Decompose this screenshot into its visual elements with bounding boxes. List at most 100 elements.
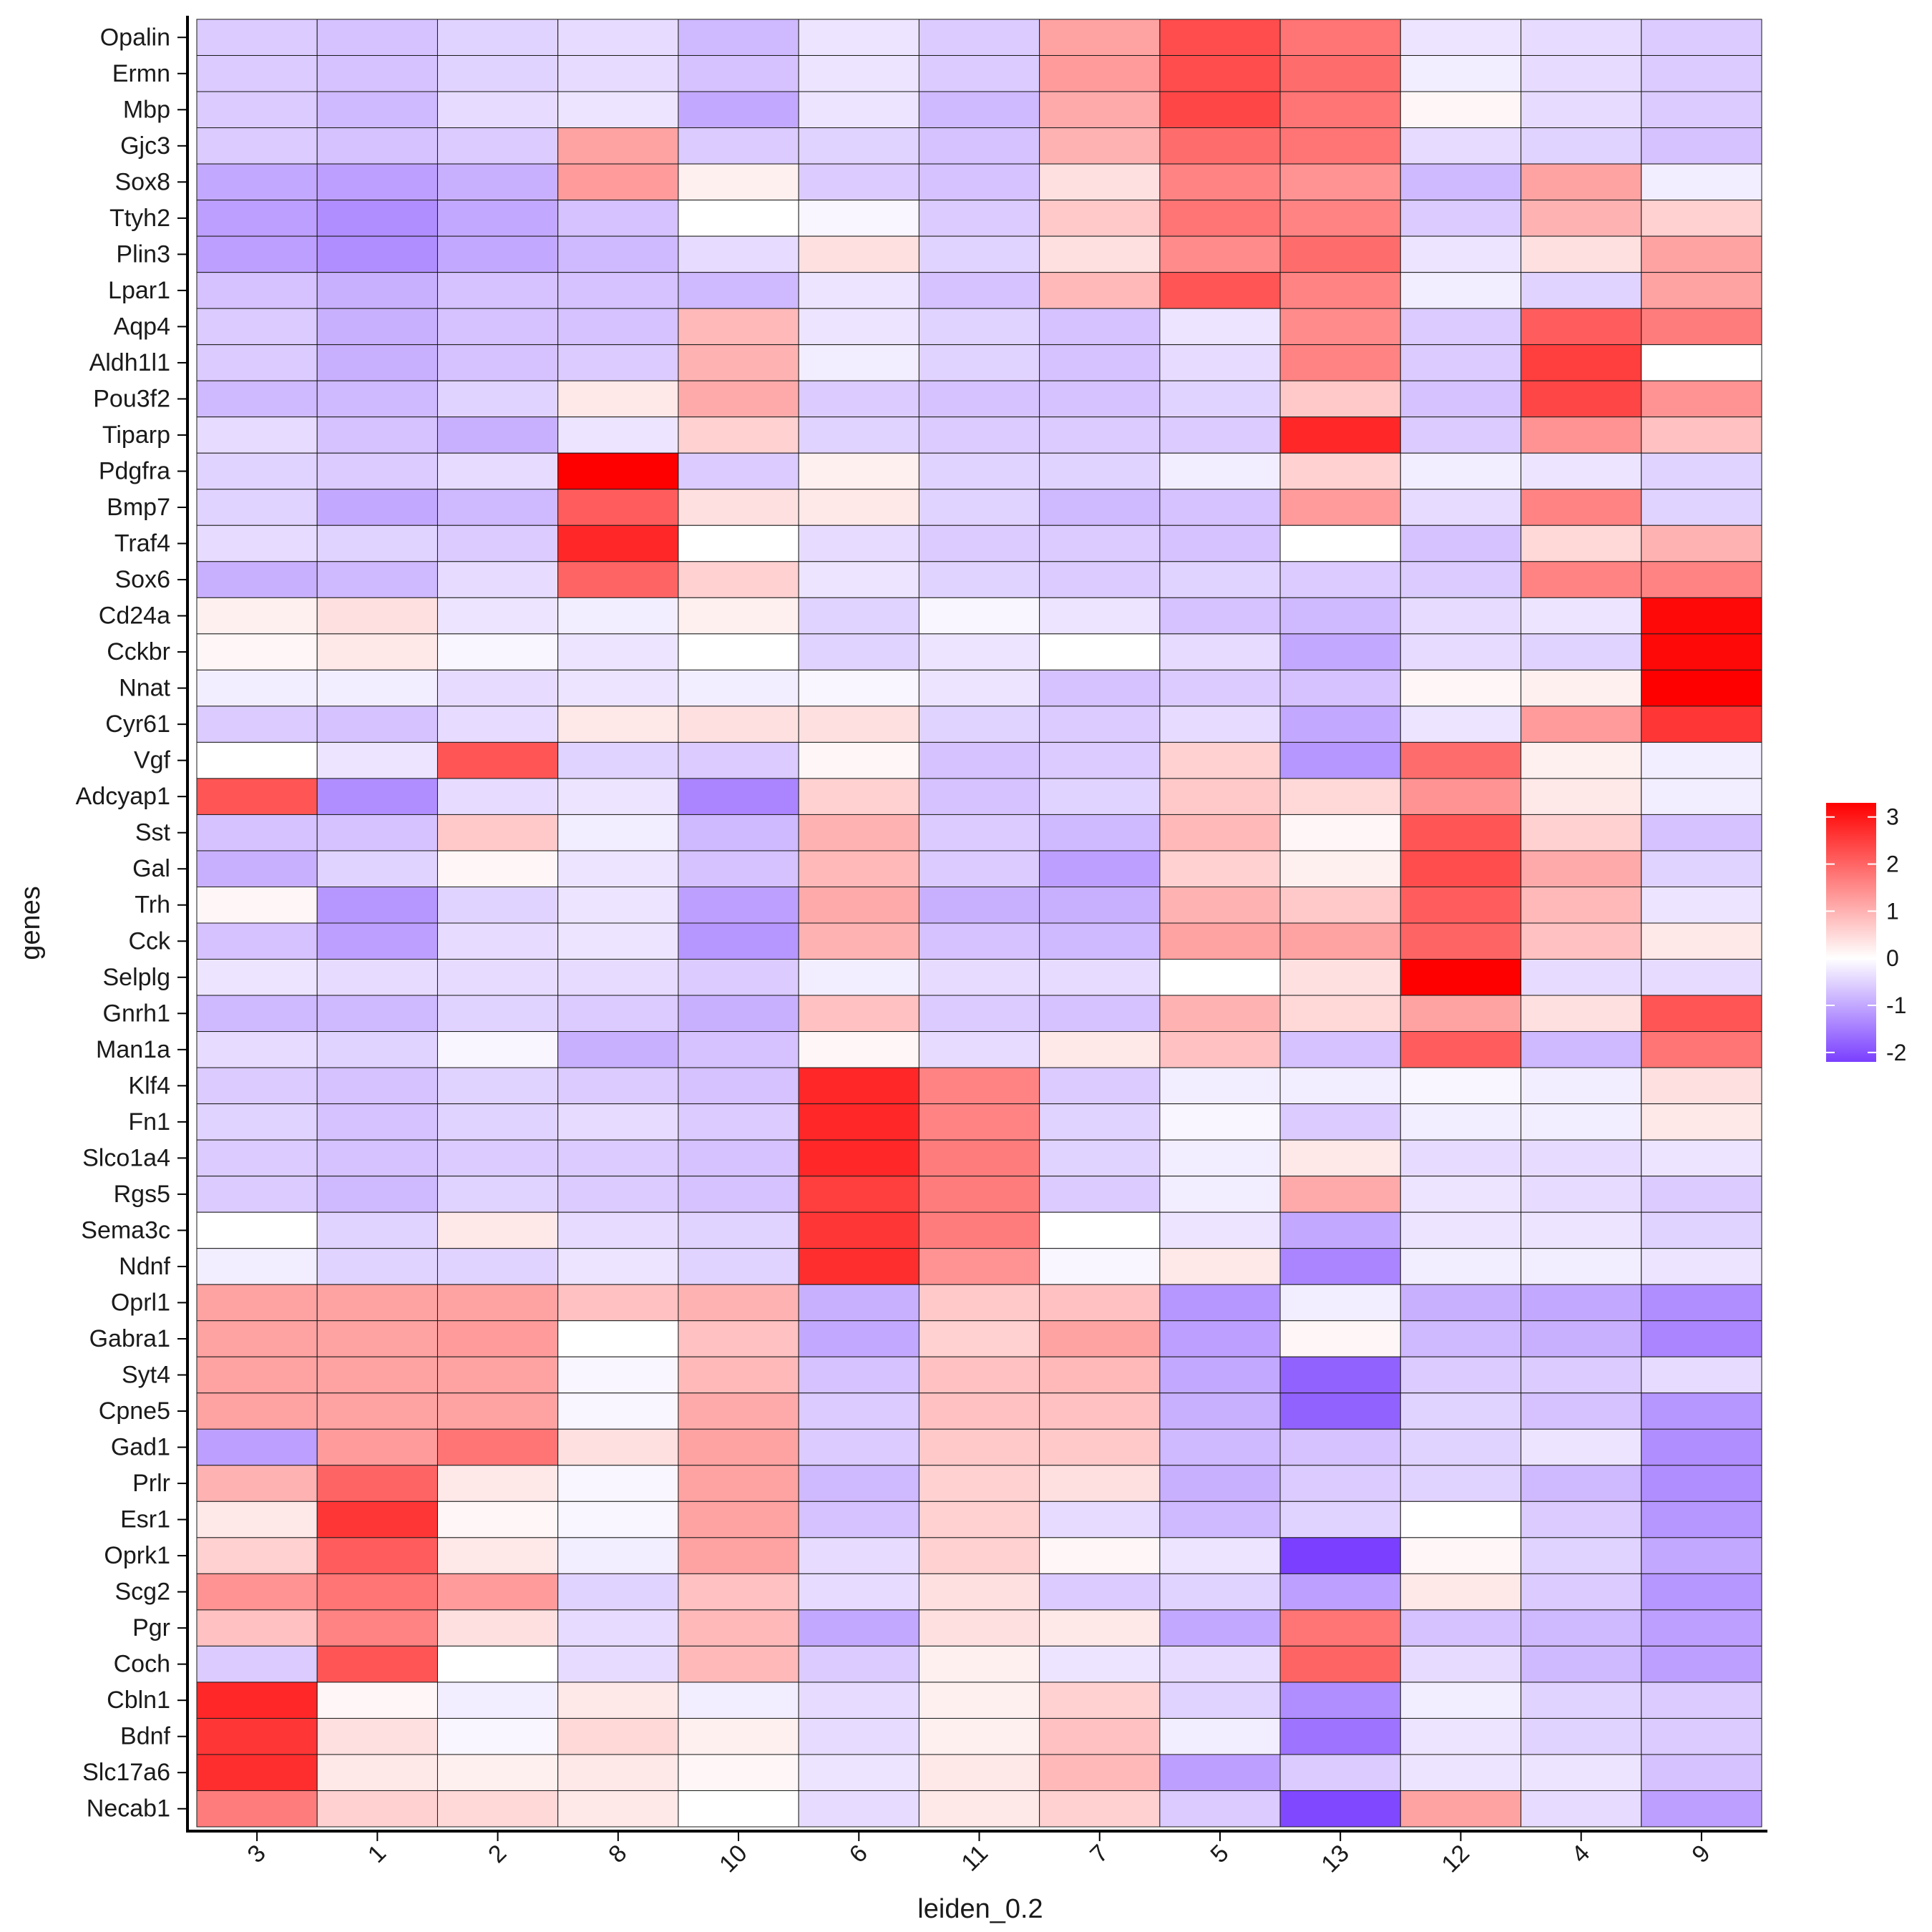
heatmap-cell <box>798 741 919 779</box>
heatmap-cell <box>1641 633 1762 670</box>
heatmap-cell <box>1039 1139 1161 1177</box>
heatmap-cell <box>557 1645 679 1683</box>
gene-label: Ndnf <box>119 1253 170 1280</box>
heatmap-cell <box>798 778 919 815</box>
heatmap-cell <box>1279 597 1401 635</box>
heatmap-cell <box>1039 669 1161 707</box>
heatmap-cell <box>1039 200 1161 237</box>
heatmap-cell <box>678 91 799 129</box>
heatmap-cell <box>1400 597 1522 635</box>
heatmap-cell <box>918 525 1040 562</box>
heatmap-cell <box>678 163 799 201</box>
gene-label: Esr1 <box>120 1506 170 1533</box>
heatmap-cell <box>1641 1573 1762 1611</box>
heatmap-cell <box>1279 1176 1401 1213</box>
heatmap-cell <box>1279 200 1401 237</box>
heatmap-cell <box>316 55 438 92</box>
colorbar-ticks: 3 2 1 0 -1 -2 <box>1826 804 1906 1065</box>
heatmap-cell <box>1039 308 1161 346</box>
heatmap-cell <box>798 1428 919 1466</box>
heatmap-cell <box>678 959 799 996</box>
heatmap-cell <box>557 200 679 237</box>
heatmap-cell <box>1039 1682 1161 1719</box>
heatmap-cell <box>918 452 1040 490</box>
heatmap-cell <box>316 1754 438 1791</box>
heatmap-cell <box>1400 1465 1522 1502</box>
heatmap-cell <box>196 1031 318 1068</box>
heatmap-cell <box>1159 235 1281 273</box>
heatmap-cell <box>436 1537 559 1574</box>
heatmap-cell <box>918 344 1040 381</box>
heatmap-cell <box>1641 1501 1762 1538</box>
heatmap-cell <box>1039 1284 1161 1322</box>
heatmap-cell <box>436 1790 559 1828</box>
heatmap-cell <box>918 489 1040 526</box>
heatmap-cell <box>436 1392 559 1430</box>
heatmap-cell <box>1159 886 1281 924</box>
heatmap-cell <box>1159 1537 1281 1574</box>
heatmap-cell <box>918 127 1040 165</box>
heatmap-cell <box>436 741 559 779</box>
heatmap-cell <box>1641 1717 1762 1755</box>
heatmap-cell <box>436 91 559 129</box>
heatmap-cell <box>918 380 1040 418</box>
gene-label: Pdgfra <box>99 458 170 485</box>
heatmap-cell <box>1400 814 1522 852</box>
heatmap-cell <box>1039 1176 1161 1213</box>
heatmap-cell <box>1521 489 1642 526</box>
heatmap-cell <box>1039 1320 1161 1357</box>
heatmap-cell <box>918 995 1040 1033</box>
heatmap-cell <box>1039 814 1161 852</box>
heatmap-cell <box>1279 127 1401 165</box>
heatmap-cell <box>436 1356 559 1394</box>
heatmap-cell <box>557 127 679 165</box>
heatmap-cell <box>436 344 559 381</box>
heatmap-cell <box>798 1139 919 1177</box>
heatmap-cell <box>918 597 1040 635</box>
heatmap-cell <box>316 922 438 960</box>
heatmap-cell <box>1159 959 1281 996</box>
heatmap-cell <box>1159 1465 1281 1502</box>
heatmap-cell <box>918 272 1040 309</box>
heatmap-cell <box>196 959 318 996</box>
heatmap-cell <box>196 416 318 454</box>
heatmap-cell <box>1521 1248 1642 1285</box>
heatmap-cell <box>798 1645 919 1683</box>
heatmap-cell <box>1521 163 1642 201</box>
heatmap-cell <box>798 272 919 309</box>
heatmap-cell <box>196 1790 318 1828</box>
gene-label: Gabra1 <box>89 1325 170 1352</box>
heatmap-cell <box>798 380 919 418</box>
heatmap-cell <box>918 235 1040 273</box>
heatmap-cell <box>1039 1573 1161 1611</box>
heatmap-cell <box>196 669 318 707</box>
gene-label: Sst <box>135 819 171 847</box>
heatmap-cell <box>316 741 438 779</box>
heatmap-cell <box>1159 1176 1281 1213</box>
heatmap-cell <box>1641 344 1762 381</box>
heatmap-cell <box>196 1392 318 1430</box>
heatmap-cell <box>798 489 919 526</box>
heatmap-cell <box>557 814 679 852</box>
heatmap-cell <box>1279 163 1401 201</box>
heatmap-cell <box>436 1320 559 1357</box>
heatmap-cell <box>798 1790 919 1828</box>
heatmap-cell <box>1521 452 1642 490</box>
heatmap-cell <box>1039 19 1161 57</box>
heatmap-cell <box>196 127 318 165</box>
heatmap-cell <box>918 1284 1040 1322</box>
heatmap-cell <box>196 922 318 960</box>
heatmap-cell <box>1400 1067 1522 1105</box>
heatmap-cell <box>918 959 1040 996</box>
heatmap-cell <box>1400 91 1522 129</box>
heatmap-cell <box>1039 489 1161 526</box>
heatmap-cell <box>1159 741 1281 779</box>
heatmap-cell <box>557 1465 679 1502</box>
gene-label: Tiparp <box>102 421 170 449</box>
heatmap-cell <box>798 452 919 490</box>
heatmap-cell <box>1521 308 1642 346</box>
heatmap-cell <box>678 1320 799 1357</box>
heatmap-cell <box>436 489 559 526</box>
heatmap-cell <box>1400 1284 1522 1322</box>
heatmap-cell <box>1521 1211 1642 1249</box>
